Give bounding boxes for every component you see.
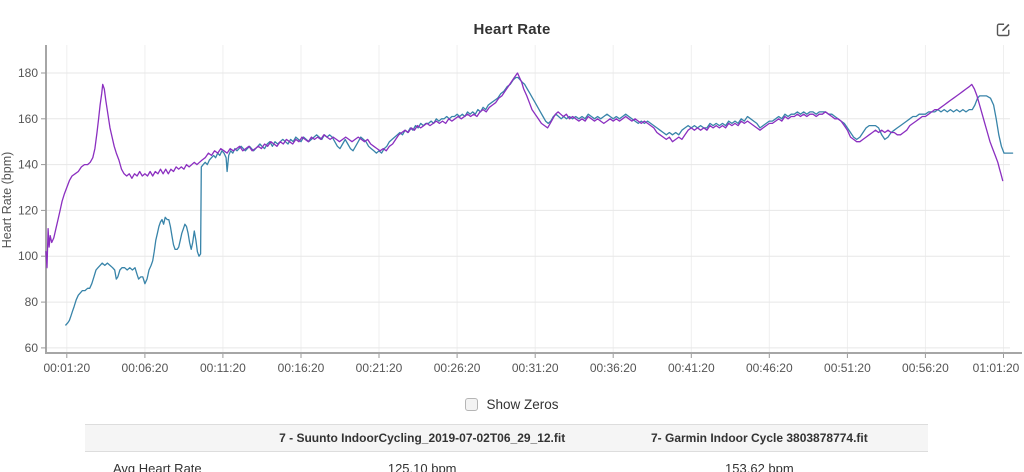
y-tick-label: 120 xyxy=(18,203,38,217)
summary-row-label: Avg Heart Rate xyxy=(113,461,202,472)
x-tick-label: 00:41:20 xyxy=(668,361,715,375)
summary-col-header: 7- Garmin Indoor Cycle 3803878774.fit xyxy=(590,424,928,452)
summary-table-row: Avg Heart Rate 125.10 bpm 153.62 bpm xyxy=(85,452,928,472)
x-tick-label: 00:26:20 xyxy=(434,361,481,375)
x-tick-label: 00:56:20 xyxy=(902,361,949,375)
x-tick-label: 00:21:20 xyxy=(356,361,403,375)
y-tick-label: 100 xyxy=(18,249,38,263)
series-line-garmin xyxy=(45,72,1004,269)
edit-chart-button[interactable] xyxy=(994,22,1012,40)
y-tick-label: 80 xyxy=(25,295,39,309)
y-axis-title: Heart Rate (bpm) xyxy=(0,152,14,249)
summary-col-header: 7 - Suunto IndoorCycling_2019-07-02T06_2… xyxy=(253,424,591,452)
heart-rate-chart[interactable]: 60 80 100 120 140 160 180 00:01:20 00:06:20 00:11… xyxy=(0,0,1024,392)
x-tick-label: 00:01:20 xyxy=(43,361,90,375)
series-line-suunto xyxy=(65,76,1014,326)
summary-table: 7 - Suunto IndoorCycling_2019-07-02T06_2… xyxy=(85,424,928,472)
edit-icon xyxy=(996,23,1009,37)
summary-row-value: 125.10 bpm xyxy=(387,461,457,472)
y-tick-label: 160 xyxy=(18,112,38,126)
show-zeros-checkbox[interactable] xyxy=(465,398,479,411)
x-tick-label: 00:46:20 xyxy=(746,361,793,375)
x-tick-label: 00:36:20 xyxy=(590,361,637,375)
y-tick-label: 140 xyxy=(18,158,38,172)
x-tick-label: 01:01:20 xyxy=(973,361,1020,375)
x-tick-label: 00:11:20 xyxy=(200,361,246,375)
x-tick-label: 00:16:20 xyxy=(278,361,325,375)
show-zeros-control: Show Zeros xyxy=(0,397,1024,412)
summary-table-header-row: 7 - Suunto IndoorCycling_2019-07-02T06_2… xyxy=(85,424,928,452)
x-tick-label: 00:06:20 xyxy=(122,361,169,375)
show-zeros-label[interactable]: Show Zeros xyxy=(486,397,559,412)
y-tick-label: 60 xyxy=(25,341,39,355)
x-tick-label: 00:31:20 xyxy=(512,361,559,375)
summary-row-value: 153.62 bpm xyxy=(725,461,794,472)
summary-col-spacer xyxy=(85,424,254,452)
x-tick-label: 00:51:20 xyxy=(824,361,871,375)
y-tick-label: 180 xyxy=(18,66,38,80)
page-title: Heart Rate xyxy=(473,21,551,38)
